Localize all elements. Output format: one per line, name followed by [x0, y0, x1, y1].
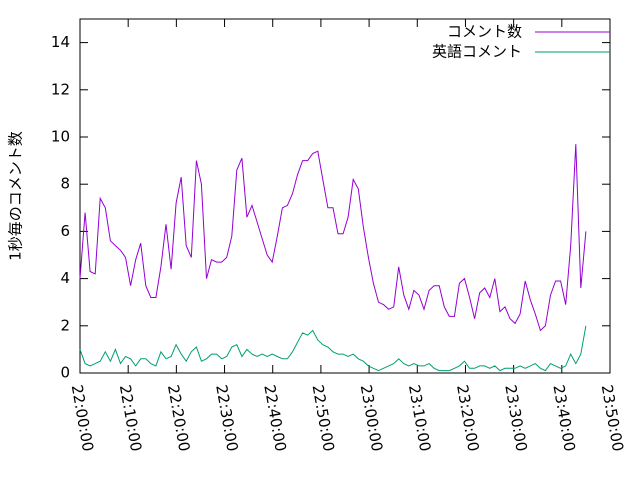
x-tick-label: 23:30:00 [501, 383, 530, 452]
x-tick-label: 22:20:00 [164, 383, 193, 452]
legend-label: 英語コメント [432, 43, 522, 61]
x-tick-label: 22:40:00 [260, 383, 289, 452]
x-tick-label: 23:00:00 [357, 383, 386, 452]
plot-frame [79, 18, 611, 374]
x-tick-label: 22:50:00 [309, 383, 338, 452]
y-tick-label: 6 [60, 222, 70, 240]
series-line [79, 325, 587, 372]
x-tick-label: 22:10:00 [116, 383, 145, 452]
y-tick-label: 0 [60, 364, 70, 382]
series-line [79, 144, 587, 332]
y-tick-label: 4 [60, 269, 70, 287]
x-tick-label: 23:50:00 [598, 383, 627, 452]
x-tick-label: 23:10:00 [405, 383, 434, 452]
x-tick-label: 23:20:00 [453, 383, 482, 452]
x-tick-label: 22:30:00 [212, 383, 241, 452]
x-tick-label: 23:40:00 [549, 383, 578, 452]
y-axis-label: 1秒毎のコメント数 [7, 131, 25, 261]
y-tick-label: 12 [51, 80, 70, 98]
y-tick-label: 14 [51, 33, 70, 51]
y-tick-label: 10 [51, 128, 70, 146]
x-tick-label: 22:00:00 [68, 383, 97, 452]
legend-label: コメント数 [447, 23, 522, 41]
y-tick-label: 2 [60, 316, 70, 334]
y-tick-label: 8 [60, 175, 70, 193]
